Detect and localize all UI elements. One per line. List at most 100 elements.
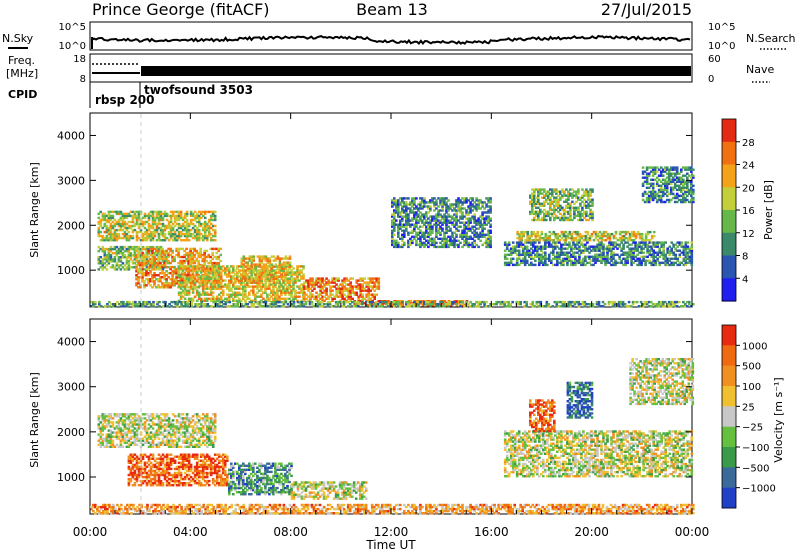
heatmap-cell [117, 218, 121, 222]
heatmap-cell [215, 273, 219, 276]
heatmap-cell [614, 263, 617, 267]
heatmap-cell [163, 226, 167, 230]
heatmap-cell [199, 224, 203, 228]
heatmap-cell [105, 234, 109, 238]
heatmap-cell [403, 241, 406, 245]
heatmap-cell [268, 259, 272, 262]
heatmap-cell [644, 263, 647, 267]
heatmap-cell [113, 224, 117, 228]
heatmap-cell [133, 262, 137, 265]
heatmap-cell [129, 258, 133, 261]
heatmap-cell [337, 291, 340, 294]
heatmap-cell [268, 265, 271, 268]
heatmap-cell [173, 232, 177, 236]
heatmap-cell [630, 263, 633, 267]
heatmap-cell [177, 224, 181, 228]
heatmap-cell [581, 218, 584, 222]
heatmap-cell [217, 267, 221, 270]
heatmap-cell [325, 287, 328, 290]
heatmap-cell [250, 299, 253, 302]
heatmap-cell [155, 216, 159, 220]
heatmap-cell [97, 212, 101, 216]
heatmap-cell [574, 263, 577, 267]
heatmap-cell [578, 253, 581, 256]
heatmap-cell [186, 305, 189, 308]
heatmap-cell [495, 300, 498, 304]
heatmap-cell [317, 277, 320, 280]
heatmap-cell [213, 297, 217, 300]
heatmap-cell [335, 295, 338, 298]
heatmap-cell [393, 305, 396, 308]
heatmap-cell [262, 291, 265, 294]
heatmap-cell [157, 261, 160, 265]
heatmap-cell [173, 255, 176, 259]
heatmap-cell [333, 285, 336, 288]
heatmap-cell [170, 305, 173, 308]
heatmap-cell [113, 228, 117, 232]
heatmap-cell [175, 236, 179, 240]
heatmap-cell [101, 247, 105, 251]
heatmap-cell [127, 214, 131, 218]
heatmap-cell [99, 224, 103, 228]
heatmap-cell [151, 245, 155, 249]
heatmap-cell [383, 300, 386, 304]
heatmap-cell [137, 261, 140, 265]
heatmap-cell [205, 249, 208, 253]
heatmap-cell [571, 218, 574, 222]
heatmap-cell [201, 226, 205, 230]
heatmap-cell [219, 271, 223, 274]
heatmap-cell [329, 281, 332, 284]
heatmap-cell [105, 226, 109, 230]
heatmap-cell [252, 259, 256, 262]
heatmap-cell [165, 270, 168, 273]
heatmap-cell [234, 293, 237, 296]
heatmap-cell [149, 226, 153, 230]
heatmap-cell [149, 278, 152, 281]
heatmap-cell [201, 275, 205, 278]
heatmap-cell [157, 284, 160, 287]
heatmap-cell [207, 293, 211, 296]
heatmap-cell [580, 241, 583, 244]
heatmap-cell [203, 224, 207, 228]
heatmap-cell [145, 236, 149, 240]
heatmap-cell [179, 232, 183, 236]
heatmap-cell [179, 287, 183, 290]
heatmap-cell [183, 279, 187, 282]
heatmap-cell [272, 259, 276, 262]
heatmap-cell [226, 267, 229, 270]
heatmap-cell [163, 260, 167, 263]
heatmap-cell [278, 281, 282, 284]
heatmap-cell [181, 224, 185, 228]
heatmap-cell [141, 276, 144, 279]
heatmap-cell [343, 281, 346, 284]
heatmap-cell [169, 282, 172, 285]
heatmap-cell [195, 259, 198, 263]
heatmap-cell [563, 300, 567, 304]
cpid-label: CPID [8, 88, 37, 101]
heatmap-cell [525, 303, 528, 306]
heatmap-cell [219, 253, 222, 257]
heatmap-cell [274, 291, 277, 294]
heatmap-cell [189, 259, 192, 263]
heatmap-cell [159, 222, 163, 226]
heatmap-cell [177, 280, 180, 283]
heatmap-cell [151, 224, 155, 228]
heatmap-cell [236, 287, 239, 290]
heatmap-cell [266, 265, 270, 268]
heatmap-cell [592, 263, 595, 267]
heatmap-cell [211, 271, 215, 274]
heatmap-cell [219, 277, 223, 280]
heatmap-cell [363, 297, 366, 300]
heatmap-cell [99, 234, 103, 238]
heatmap-cell [250, 271, 254, 274]
heatmap-cell [359, 291, 362, 294]
heatmap-cell [179, 212, 183, 216]
heatmap-cell [197, 291, 201, 294]
heatmap-cell [216, 303, 219, 306]
heatmap-cell [185, 224, 189, 228]
heatmap-cell [183, 267, 186, 271]
heatmap-cell [189, 253, 192, 257]
heatmap-cell [185, 220, 189, 224]
heatmap-cell [193, 287, 197, 290]
heatmap-cell [443, 305, 446, 308]
